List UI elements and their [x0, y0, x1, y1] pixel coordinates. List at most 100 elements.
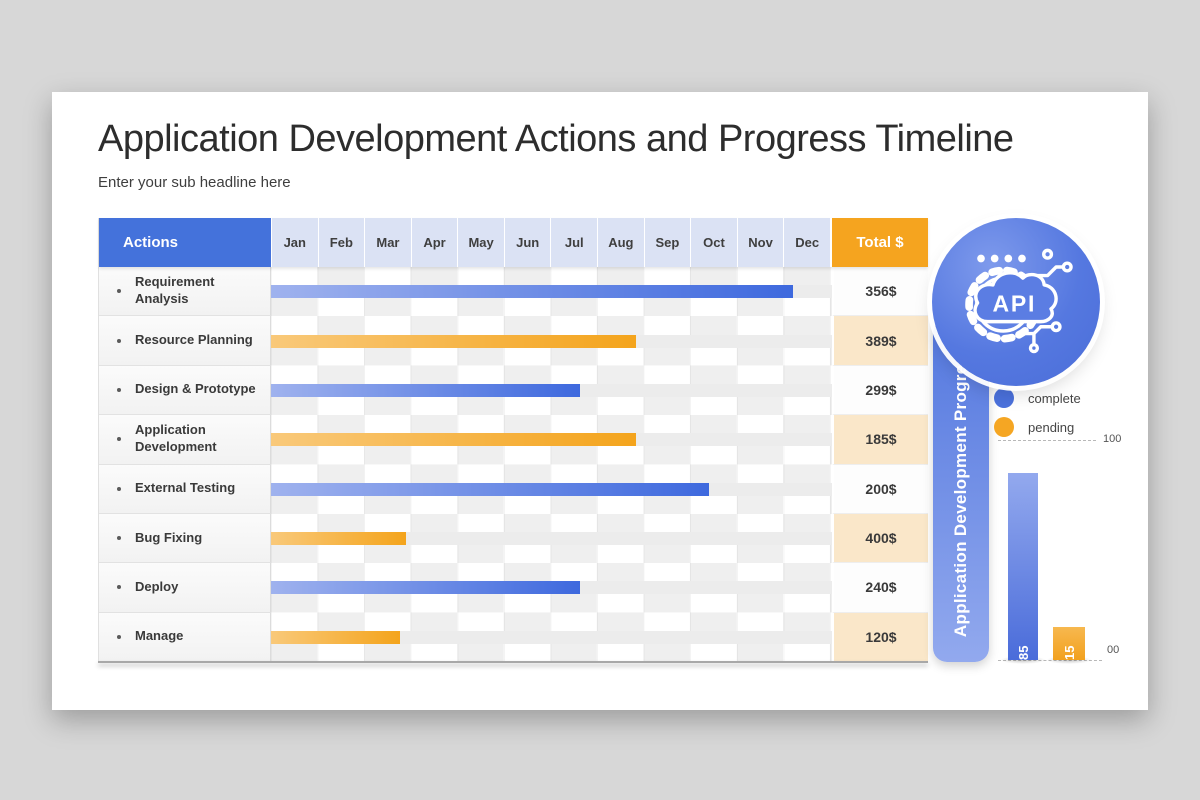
table-row: Deploy 240$ — [99, 563, 928, 614]
month-header: Jun — [504, 218, 551, 267]
action-label-cell: Resource Planning — [99, 316, 271, 366]
action-label: Requirement Analysis — [135, 274, 215, 307]
table-bottom-rule — [98, 661, 928, 663]
total-value: 240$ — [832, 563, 928, 613]
month-header: Dec — [784, 218, 830, 267]
actions-header: Actions — [99, 218, 271, 267]
table-row: Resource Planning 389$ — [99, 316, 928, 367]
bullet-icon — [117, 585, 121, 590]
gantt-bar — [271, 334, 636, 348]
table-row: Manage 120$ — [99, 612, 928, 663]
bullet-icon — [117, 634, 121, 639]
mini-chart-legend: complete pending — [994, 388, 1081, 437]
api-icon: API — [965, 248, 1073, 354]
action-label-cell: Deploy — [99, 563, 271, 613]
gantt-table: Actions Jan Feb Mar Apr May Jun Jul Aug Sep Oct No… — [98, 218, 928, 663]
progress-ribbon-label: Application Development Progress — [951, 344, 970, 638]
mini-bar: 15 — [1053, 627, 1085, 660]
timeline-cell — [271, 267, 832, 317]
action-label: Manage — [135, 628, 184, 644]
table-row: Application Development 185$ — [99, 415, 928, 465]
axis-max-label: 100 — [1103, 433, 1122, 445]
legend-item: complete — [994, 388, 1081, 408]
gantt-header-row: Actions Jan Feb Mar Apr May Jun Jul Aug Sep Oct No… — [99, 218, 928, 267]
month-header: May — [458, 218, 504, 267]
legend-dot — [994, 417, 1014, 437]
total-value: 299$ — [832, 365, 928, 416]
bullet-icon — [117, 486, 121, 491]
page-title: Application Development Actions and Prog… — [98, 118, 1014, 160]
gantt-bar — [271, 383, 580, 397]
month-header: Feb — [318, 218, 365, 267]
mini-bar-value: 15 — [1061, 645, 1077, 660]
gantt-bar — [271, 433, 636, 447]
legend-dot — [994, 388, 1014, 408]
gantt-track — [271, 433, 832, 447]
legend-label: pending — [1028, 419, 1075, 435]
bullet-icon — [117, 437, 121, 442]
table-row: Design & Prototype 299$ — [99, 365, 928, 416]
timeline-cell — [271, 464, 832, 515]
month-header: Jul — [551, 218, 598, 267]
total-value: 389$ — [832, 316, 928, 366]
timeline-cell — [271, 365, 832, 416]
month-header: Mar — [365, 218, 411, 267]
axis-min-label: 00 — [1107, 644, 1120, 656]
action-label: Design & Prototype — [135, 381, 256, 397]
table-row: Bug Fixing 400$ — [99, 513, 928, 564]
mini-bar-value: 85 — [1015, 645, 1031, 660]
mini-bar-shadow — [1000, 656, 1046, 664]
gantt-track — [271, 334, 832, 348]
table-row: External Testing 200$ — [99, 464, 928, 515]
total-value: 356$ — [832, 267, 928, 317]
action-label-cell: External Testing — [99, 464, 271, 514]
bullet-icon — [117, 387, 121, 392]
table-row: Requirement Analysis 356$ — [99, 267, 928, 317]
mini-bar-shadow — [1046, 656, 1092, 664]
month-header: Nov — [737, 218, 784, 267]
gantt-bar — [271, 532, 406, 546]
axis-line-min — [998, 660, 1102, 661]
gantt-body: Requirement Analysis 356$ Resource Plannin… — [99, 267, 928, 663]
total-value: 185$ — [832, 415, 928, 465]
total-value: 120$ — [832, 612, 928, 662]
total-header: Total $ — [832, 218, 928, 267]
gantt-track — [271, 383, 832, 397]
timeline-cell — [271, 563, 832, 614]
gantt-bar — [271, 581, 580, 595]
api-badge-label: API — [993, 290, 1037, 316]
page-subtitle: Enter your sub headline here — [98, 174, 291, 191]
action-label: Application Development — [135, 422, 217, 455]
month-header: Apr — [411, 218, 458, 267]
api-badge: API — [932, 218, 1100, 386]
bullet-icon — [117, 289, 121, 294]
month-header: Jan — [272, 218, 318, 267]
total-value: 200$ — [832, 464, 928, 514]
mini-bar: 85 — [1008, 473, 1038, 660]
timeline-cell — [271, 612, 832, 663]
gantt-track — [271, 532, 832, 546]
gantt-track — [271, 630, 832, 644]
action-label-cell: Requirement Analysis — [99, 267, 271, 317]
action-label-cell: Application Development — [99, 415, 271, 465]
gantt-track — [271, 285, 832, 299]
gantt-track — [271, 482, 832, 496]
gantt-bar — [271, 482, 709, 496]
timeline-cell — [271, 316, 832, 367]
bullet-icon — [117, 536, 121, 541]
gantt-bar — [271, 630, 401, 644]
gantt-track — [271, 581, 832, 595]
action-label-cell: Design & Prototype — [99, 365, 271, 416]
bullet-icon — [117, 338, 121, 343]
timeline-cell — [271, 415, 832, 465]
legend-label: complete — [1028, 390, 1081, 406]
action-label: External Testing — [135, 480, 236, 496]
timeline-cell — [271, 513, 832, 564]
axis-line-max — [998, 440, 1096, 441]
month-header-row: Jan Feb Mar Apr May Jun Jul Aug Sep Oct Nov Dec — [271, 218, 830, 267]
action-label-cell: Manage — [99, 612, 271, 662]
gantt-bar — [271, 285, 793, 299]
action-label-cell: Bug Fixing — [99, 513, 271, 564]
legend-item: pending — [994, 417, 1081, 437]
month-header: Aug — [598, 218, 644, 267]
